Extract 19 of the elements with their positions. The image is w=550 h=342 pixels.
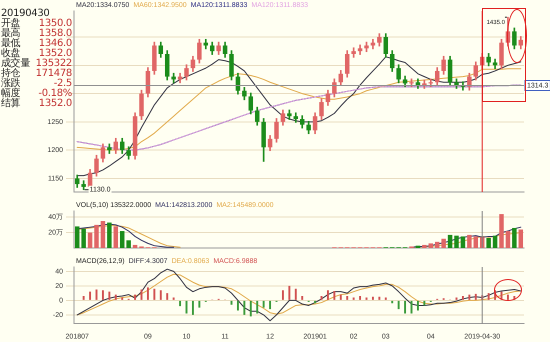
text: 收盘 — [1, 48, 20, 59]
text: 持仓 — [1, 68, 20, 79]
text: 135322 — [36, 58, 72, 69]
text: -2.5 — [54, 78, 72, 89]
text: 幅度 — [1, 88, 20, 99]
text: 开盘 — [1, 18, 20, 29]
text: 结算 — [1, 98, 20, 109]
text: 涨跌 — [1, 78, 20, 89]
text: 1346.0 — [38, 38, 72, 49]
text: 171478 — [36, 68, 72, 79]
text: 1350.0 — [38, 18, 72, 29]
text: 1358.0 — [38, 28, 72, 39]
text: 最高 — [1, 28, 20, 39]
text: -0.18% — [38, 88, 72, 99]
text: 1352.0 — [38, 98, 72, 109]
text: 20190430 — [1, 8, 50, 19]
text: 1352.0 — [38, 48, 72, 59]
text: 最低 — [1, 38, 20, 49]
text: 成交量 — [1, 58, 30, 69]
